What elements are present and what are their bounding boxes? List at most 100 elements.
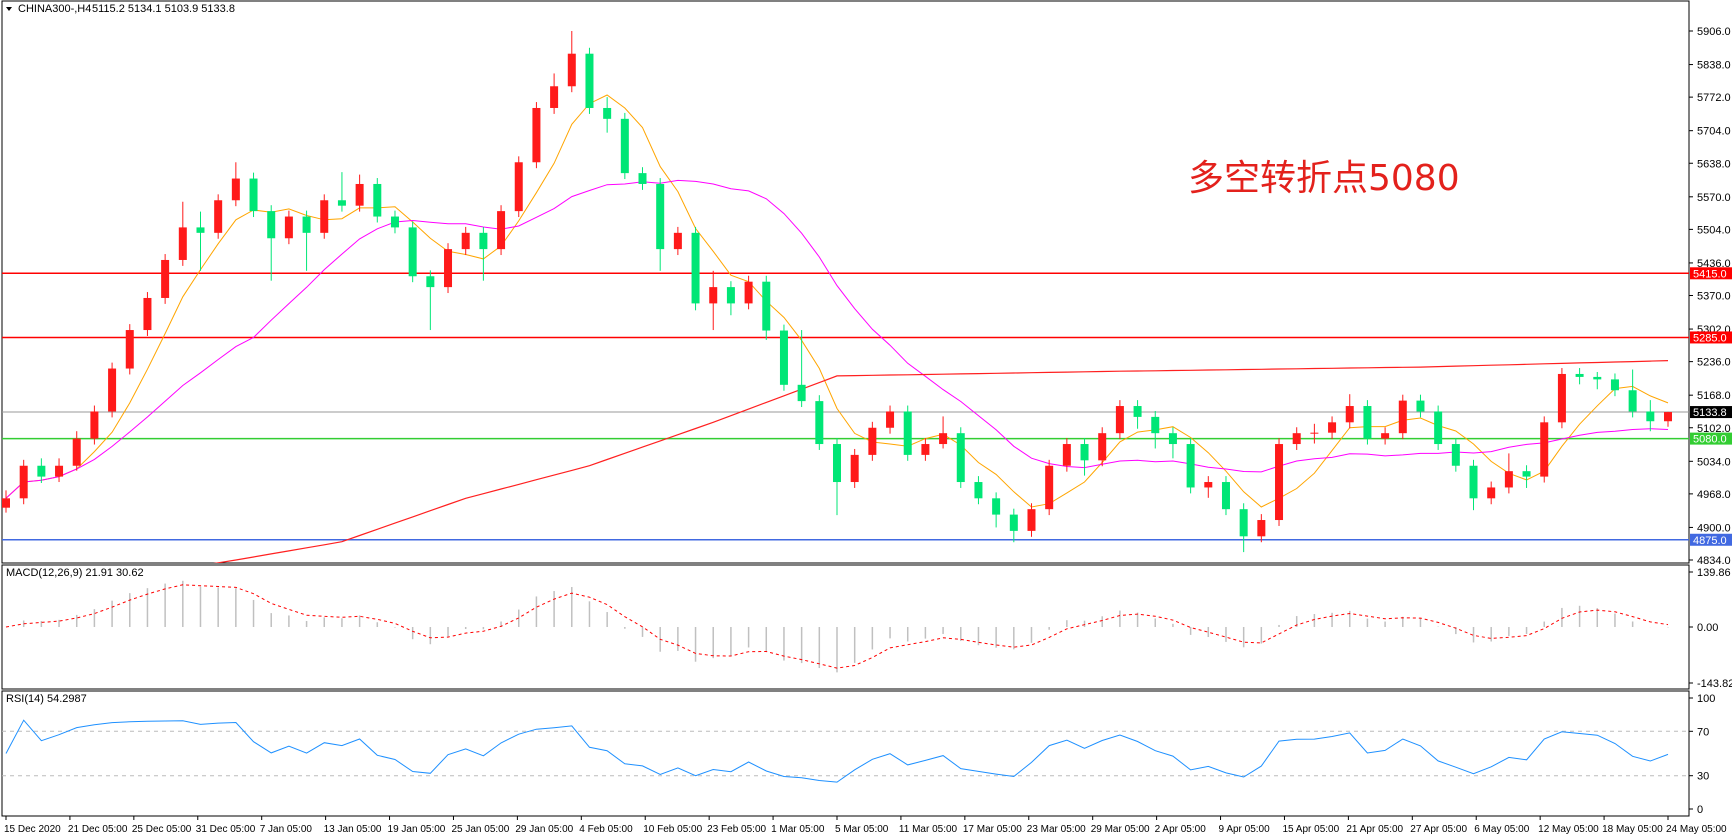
candle-bullish (320, 200, 329, 233)
candle-bullish (1345, 406, 1354, 423)
candle-bullish (886, 411, 895, 428)
candle-bullish (1292, 433, 1301, 445)
rsi-axis-label: 100 (1697, 693, 1715, 705)
candle-bearish (762, 281, 771, 331)
candle-bearish (196, 227, 205, 233)
time-axis-label: 18 May 05:00 (1602, 824, 1663, 835)
price-axis-label: 5034.0 (1697, 456, 1731, 468)
candle-bearish (1151, 416, 1160, 434)
macd-axis-label: 0.00 (1697, 622, 1718, 634)
price-axis-label: 5236.0 (1697, 357, 1731, 369)
candle-bearish (585, 53, 594, 108)
candle-bearish (620, 118, 629, 174)
ma-fast-line (5, 94, 1669, 508)
candle-bearish (992, 498, 1001, 515)
candle-bullish (1540, 422, 1549, 477)
candle-bearish (249, 178, 258, 212)
candle-bearish (833, 444, 841, 483)
candle-bullish (214, 200, 223, 233)
candle-bearish (956, 433, 965, 483)
macd-axis-label: 139.86 (1697, 567, 1731, 579)
level-price-tag (1690, 533, 1732, 546)
candle-bearish (37, 465, 46, 477)
candle-bullish (125, 330, 134, 369)
price-axis-label: 4968.0 (1697, 489, 1731, 501)
time-axis-label: 10 Feb 05:00 (643, 824, 702, 835)
time-axis-label: 11 Mar 05:00 (899, 824, 958, 835)
time-axis-label: 17 Mar 05:00 (963, 824, 1022, 835)
time-axis-label: 21 Dec 05:00 (68, 824, 128, 835)
candle-bullish (178, 227, 187, 260)
price-axis-label: 5704.0 (1697, 126, 1731, 138)
time-axis-label: 24 May 05:00 (1666, 824, 1727, 835)
level-price-label: 5285.0 (1693, 332, 1727, 344)
candle-bullish (1115, 406, 1124, 434)
symbol-title: CHINA300-,H4 (18, 3, 91, 15)
time-axis-label: 25 Dec 05:00 (132, 824, 192, 835)
time-axis-label: 31 Dec 05:00 (196, 824, 256, 835)
time-axis-label: 29 Jan 05:00 (515, 824, 573, 835)
candle-bearish (815, 401, 824, 445)
macd-axis-label: -143.82 (1697, 678, 1732, 690)
candle-bearish (1239, 509, 1248, 537)
candle-bullish (1098, 433, 1107, 461)
candle-bullish (19, 465, 28, 499)
price-axis-label: 4900.0 (1697, 522, 1731, 534)
candle-bullish (55, 465, 64, 477)
candle-bullish (1557, 373, 1566, 423)
candle-bullish (1398, 400, 1407, 434)
candle-bearish (1451, 444, 1460, 466)
candle-bearish (426, 276, 435, 288)
time-axis-label: 15 Apr 05:00 (1282, 824, 1339, 835)
candle-bullish (1204, 482, 1213, 488)
level-price-label: 4875.0 (1693, 535, 1727, 547)
candle-bullish (231, 178, 240, 201)
price-axis-label: 5168.0 (1697, 390, 1731, 402)
collapse-triangle-icon[interactable] (6, 7, 12, 11)
rsi-pane (1, 690, 1690, 817)
price-axis-label: 5102.0 (1697, 423, 1731, 435)
candle-bullish (108, 368, 117, 412)
time-axis-label: 19 Jan 05:00 (388, 824, 446, 835)
ma-mid-line (5, 179, 1669, 499)
level-price-tag (1690, 331, 1732, 344)
candle-bearish (691, 232, 700, 304)
candle-bearish (373, 183, 382, 217)
candle-bearish (1522, 471, 1531, 477)
candle-bullish (497, 211, 506, 250)
candle-bearish (1469, 465, 1478, 499)
candle-bullish (850, 454, 859, 483)
price-axis-label: 5370.0 (1697, 291, 1731, 303)
level-price-tag (1690, 406, 1732, 419)
candle-bearish (1186, 444, 1195, 488)
candle-bullish (567, 53, 576, 87)
price-axis-label: 5436.0 (1697, 258, 1731, 270)
candle-bearish (408, 227, 417, 277)
candle-bullish (444, 249, 453, 288)
rsi-title: RSI(14) 54.2987 (6, 693, 87, 705)
candle-bearish (1628, 390, 1637, 412)
candle-bullish (1310, 432, 1319, 434)
ma-long-line (213, 360, 1669, 563)
time-axis-label: 23 Feb 05:00 (707, 824, 766, 835)
time-axis-label: 1 Mar 05:00 (771, 824, 825, 835)
rsi-axis-label: 70 (1697, 726, 1709, 738)
candle-bearish (1133, 406, 1142, 417)
candle-bullish (744, 281, 753, 304)
level-price-label: 5415.0 (1693, 268, 1727, 280)
candle-bullish (1257, 520, 1266, 537)
candle-bearish (974, 482, 983, 499)
time-axis-label: 21 Apr 05:00 (1346, 824, 1403, 835)
level-price-label: 5133.8 (1693, 407, 1727, 419)
candle-bullish (709, 287, 718, 304)
price-axis-label: 5638.0 (1697, 158, 1731, 170)
candle-bullish (355, 183, 364, 206)
candle-bullish (1027, 509, 1036, 531)
time-axis-label: 29 Mar 05:00 (1091, 824, 1150, 835)
candle-bearish (638, 173, 647, 184)
time-axis-label: 15 Dec 2020 (4, 824, 61, 835)
price-pane (1, 0, 1690, 564)
candle-bearish (1610, 379, 1619, 391)
candle-bearish (267, 211, 276, 239)
